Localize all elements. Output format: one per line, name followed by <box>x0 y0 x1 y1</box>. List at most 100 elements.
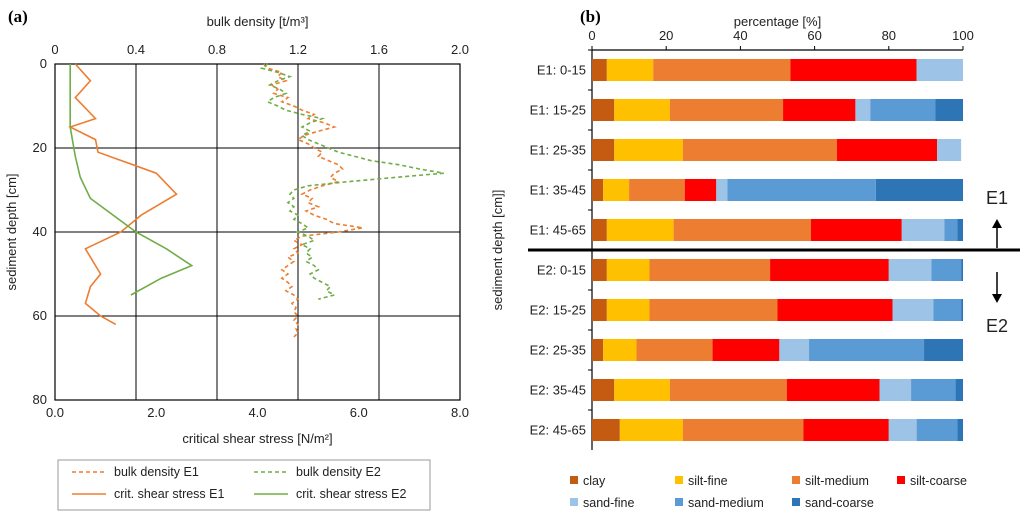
y-tick-label: 0 <box>40 56 47 71</box>
category-label: E2: 25-35 <box>530 343 586 358</box>
series-line-crit-shear-stress-e1 <box>68 63 178 326</box>
bar-segment-silt-medium <box>682 139 837 161</box>
bar-segment-silt-coarse <box>783 99 856 121</box>
bar-segment-sand-coarse <box>957 419 963 441</box>
bar-segment-sand-fine <box>779 339 810 361</box>
bar-segment-silt-coarse <box>712 339 780 361</box>
bar-segment-silt-medium <box>673 219 811 241</box>
bar-segment-silt-fine <box>606 299 650 321</box>
category-label: E1: 25-35 <box>530 143 586 158</box>
legend-swatch <box>675 498 683 506</box>
category-label: E2: 15-25 <box>530 303 586 318</box>
x-tick-label: 100 <box>952 28 974 43</box>
bar-segment-silt-fine <box>603 179 630 201</box>
bar-segment-silt-fine <box>606 59 654 81</box>
annotation-e2: E2 <box>986 316 1008 336</box>
series-line-crit-shear-stress-e2 <box>69 64 194 296</box>
bar-segment-sand-medium <box>727 179 876 201</box>
legend-swatch <box>792 498 800 506</box>
legend-label: sand-fine <box>583 496 634 510</box>
bar-segment-silt-fine <box>619 419 683 441</box>
bottom-tick-label: 6.0 <box>350 405 368 420</box>
bar-segment-silt-fine <box>606 259 650 281</box>
bar-segment-sand-fine <box>716 179 728 201</box>
bar-segment-silt-coarse <box>836 139 938 161</box>
category-label: E2: 0-15 <box>537 263 586 278</box>
y-tick-label: 40 <box>33 224 47 239</box>
arrow-down-head <box>992 294 1002 303</box>
category-label: E1: 0-15 <box>537 63 586 78</box>
category-label: E1: 35-45 <box>530 183 586 198</box>
legend-label: bulk density E2 <box>296 465 381 479</box>
bar-segment-sand-medium <box>944 219 958 241</box>
bar-segment-silt-fine <box>614 99 670 121</box>
panel-a-label: (a) <box>8 7 28 26</box>
y-tick-label: 80 <box>33 392 47 407</box>
bar-segment-sand-coarse <box>924 339 963 361</box>
top-tick-label: 0.4 <box>127 42 145 57</box>
bar-segment-silt-medium <box>669 379 787 401</box>
bottom-axis-title: critical shear stress [N/m²] <box>182 431 332 446</box>
bar-segment-sand-fine <box>892 299 934 321</box>
grid <box>54 63 461 401</box>
legend-label: bulk density E1 <box>114 465 199 479</box>
x-tick-label: 0 <box>588 28 595 43</box>
bar-segment-sand-coarse <box>875 179 963 201</box>
legend-swatch <box>675 476 683 484</box>
arrow-up-head <box>992 219 1002 228</box>
plot-frame <box>54 63 461 401</box>
bar-segment-silt-coarse <box>684 179 717 201</box>
bar-segment-sand-medium <box>809 339 925 361</box>
bar-segment-clay <box>592 59 607 81</box>
bar-segment-silt-coarse <box>777 299 893 321</box>
bar-segment-sand-medium <box>911 379 956 401</box>
bar-segment-sand-coarse <box>957 219 963 241</box>
panel-b-label: (b) <box>580 7 601 26</box>
bar-segment-silt-medium <box>636 339 713 361</box>
bar-segment-sand-fine <box>888 419 917 441</box>
legend-box <box>57 459 431 511</box>
bar-segment-clay <box>592 379 615 401</box>
bar-segment-sand-coarse <box>961 259 963 281</box>
legend-label: silt-medium <box>805 474 869 488</box>
legend-swatch <box>570 476 578 484</box>
legend: clay silt-fine silt-medium silt-coarse sand-… <box>570 474 967 510</box>
bar-segment-sand-fine <box>916 59 963 81</box>
y-tick-label: 20 <box>33 140 47 155</box>
bar-segment-silt-coarse <box>790 59 917 81</box>
legend: bulk density E1 bulk density E2 crit. shea… <box>57 459 431 511</box>
bar-segment-silt-medium <box>649 259 771 281</box>
bar-segment-clay <box>592 179 604 201</box>
x-axis-title: percentage [%] <box>734 14 821 29</box>
bar-segment-sand-medium <box>916 419 958 441</box>
y-axis-title: sediment depth [cm]] <box>490 190 505 311</box>
bar-segment-clay <box>592 219 607 241</box>
bottom-tick-label: 8.0 <box>451 405 469 420</box>
panel-b: (b) percentage [%] sediment depth [cm]] … <box>490 7 1020 510</box>
stacked-bars <box>592 59 963 441</box>
bar-segment-silt-medium <box>682 419 804 441</box>
legend-label: clay <box>583 474 606 488</box>
bar-segment-silt-fine <box>606 219 674 241</box>
bar-segment-silt-medium <box>649 299 778 321</box>
bar-segment-clay <box>592 99 615 121</box>
x-tick-label: 20 <box>659 28 673 43</box>
top-tick-label: 1.2 <box>289 42 307 57</box>
top-tick-label: 0.8 <box>208 42 226 57</box>
bar-segment-silt-fine <box>603 339 637 361</box>
bar-segment-silt-medium <box>629 179 685 201</box>
legend-label: sand-coarse <box>805 496 874 510</box>
x-tick-label: 60 <box>807 28 821 43</box>
bar-segment-sand-medium <box>931 259 962 281</box>
legend-label: crit. shear stress E2 <box>296 487 406 501</box>
bar-segment-silt-coarse <box>803 419 889 441</box>
bar-segment-silt-coarse <box>786 379 880 401</box>
bottom-tick-label: 4.0 <box>248 405 266 420</box>
y-axis-title: sediment depth [cm] <box>4 173 19 290</box>
bar-segment-silt-medium <box>653 59 791 81</box>
bar-segment-silt-coarse <box>770 259 889 281</box>
bar-segment-sand-coarse <box>961 299 963 321</box>
bar-segment-silt-fine <box>614 379 670 401</box>
y-tick-label: 60 <box>33 308 47 323</box>
